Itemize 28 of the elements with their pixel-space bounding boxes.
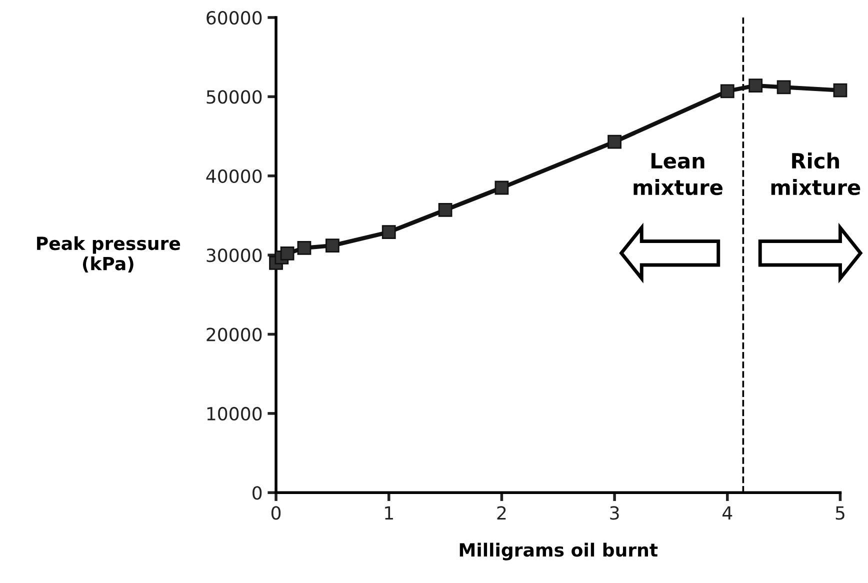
y-tick-label: 30000: [206, 248, 262, 262]
x-axis-title: Milligrams oil burnt: [460, 542, 658, 560]
x-tick-label: 1: [385, 506, 393, 520]
y-axis-title: Peak pressure (kPa): [37, 236, 180, 273]
y-tick-label: 40000: [206, 169, 262, 183]
y-tick-label: 50000: [206, 90, 262, 104]
y-tick-label: 10000: [207, 406, 262, 421]
point: [280, 246, 294, 260]
point: [494, 180, 509, 195]
point: [297, 240, 312, 255]
y-tick-label: 20000: [206, 328, 262, 342]
x-tick-label: 2: [497, 506, 506, 520]
point: [720, 84, 734, 98]
point: [382, 225, 396, 240]
x-tick-label: 0: [271, 506, 281, 520]
y-tick-label: 60000: [206, 10, 262, 25]
annotation: Lean mixture: [634, 153, 722, 196]
y-tick-label: 0: [252, 486, 262, 500]
point: [833, 83, 848, 98]
point: [326, 238, 340, 253]
annotation: Rich mixture: [771, 152, 860, 196]
x-tick-label: 3: [610, 506, 619, 520]
point: [438, 202, 452, 217]
x-tick-label: 4: [722, 506, 732, 520]
point: [608, 134, 622, 149]
point: [748, 78, 763, 93]
x-tick-label: 5: [836, 506, 844, 520]
point: [776, 80, 791, 94]
